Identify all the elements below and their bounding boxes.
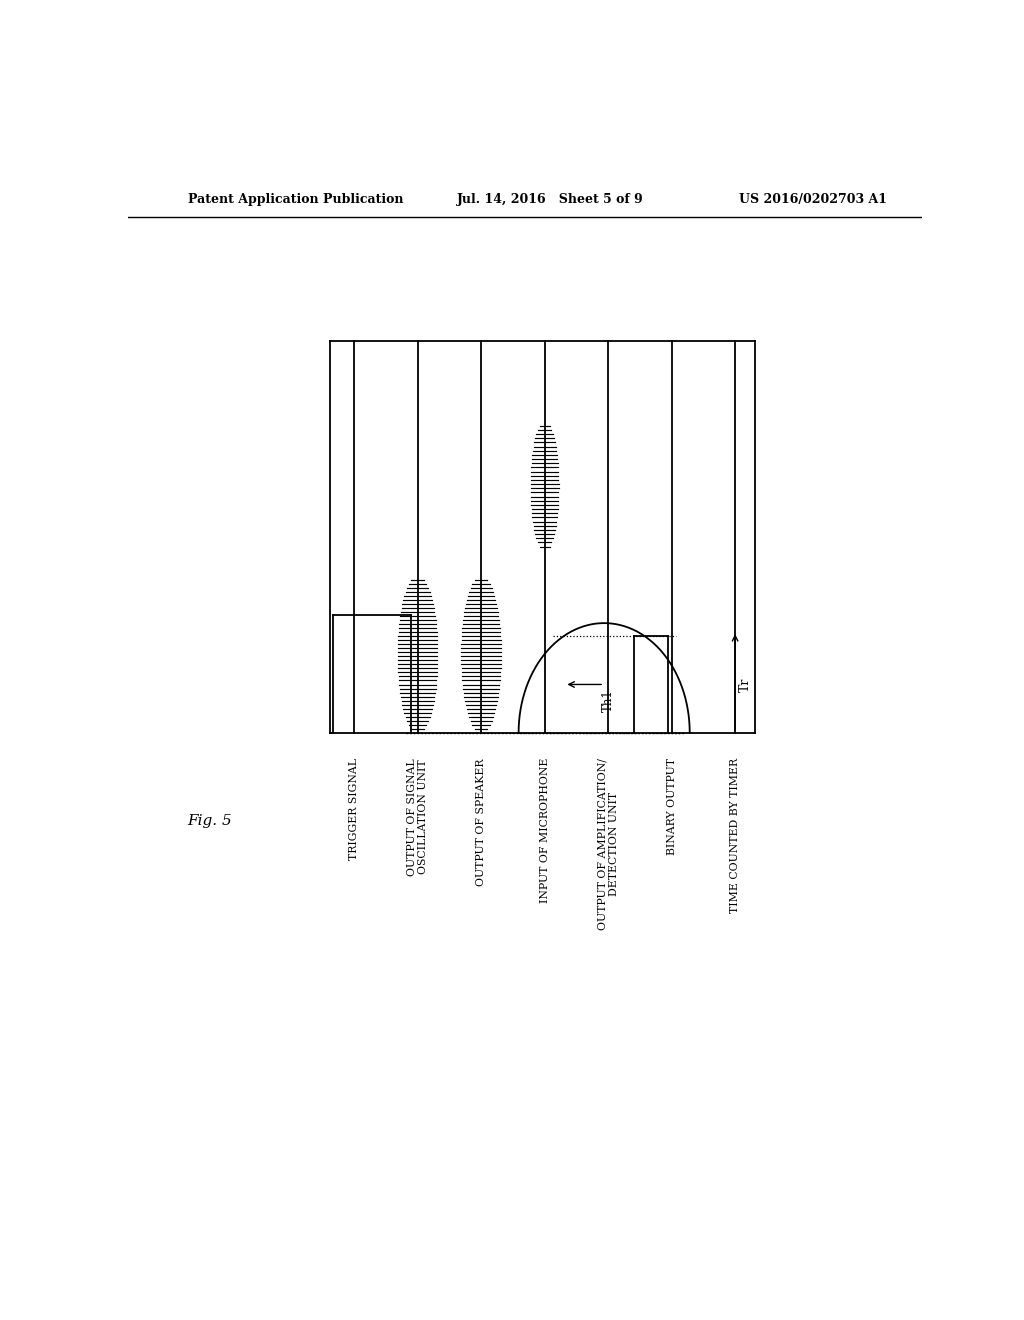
Text: Th1: Th1 <box>602 689 614 713</box>
Text: Jul. 14, 2016   Sheet 5 of 9: Jul. 14, 2016 Sheet 5 of 9 <box>458 193 644 206</box>
Text: OUTPUT OF AMPLIFICATION/
DETECTION UNIT: OUTPUT OF AMPLIFICATION/ DETECTION UNIT <box>597 758 618 931</box>
Text: BINARY OUTPUT: BINARY OUTPUT <box>667 758 677 855</box>
Text: TIME COUNTED BY TIMER: TIME COUNTED BY TIMER <box>730 758 740 913</box>
Text: Fig. 5: Fig. 5 <box>187 814 232 828</box>
Text: Patent Application Publication: Patent Application Publication <box>187 193 403 206</box>
Text: OUTPUT OF SPEAKER: OUTPUT OF SPEAKER <box>476 758 486 886</box>
Text: OUTPUT OF SIGNAL
OSCILLATION UNIT: OUTPUT OF SIGNAL OSCILLATION UNIT <box>407 758 428 875</box>
Text: TRIGGER SIGNAL: TRIGGER SIGNAL <box>349 758 359 861</box>
Text: Tr: Tr <box>739 677 752 692</box>
Text: US 2016/0202703 A1: US 2016/0202703 A1 <box>739 193 887 206</box>
Text: INPUT OF MICROPHONE: INPUT OF MICROPHONE <box>540 758 550 903</box>
